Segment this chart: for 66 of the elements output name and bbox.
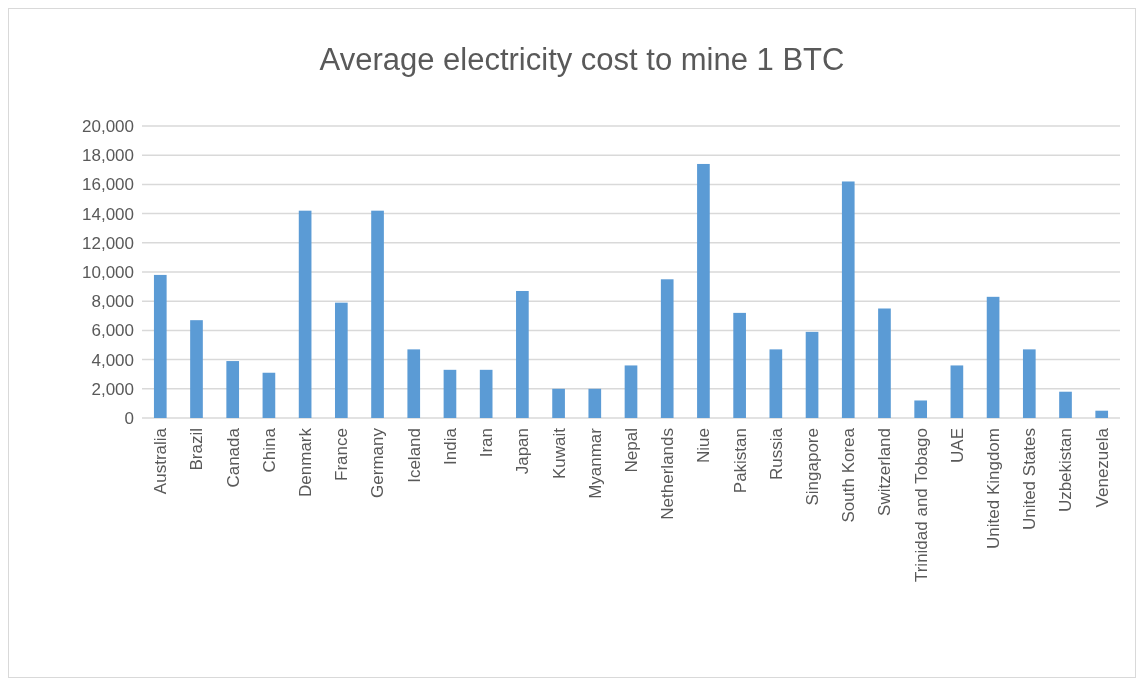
x-tick-label: Singapore	[802, 428, 822, 506]
y-tick-label: 0	[124, 408, 134, 428]
bar	[660, 279, 674, 418]
y-tick-label: 8,000	[91, 292, 134, 312]
bar	[624, 365, 638, 418]
x-tick-label: Canada	[223, 427, 243, 488]
bar	[769, 349, 783, 418]
x-tick-label: Myanmar	[585, 427, 605, 499]
y-tick-label: 12,000	[82, 233, 134, 253]
bar	[950, 365, 964, 418]
bar	[805, 331, 819, 418]
y-tick-label: 16,000	[82, 175, 134, 195]
x-tick-label: Germany	[368, 427, 388, 498]
y-tick-label: 18,000	[82, 146, 134, 166]
bar	[407, 349, 421, 418]
x-tick-label: UAE	[947, 428, 967, 463]
y-tick-label: 20,000	[82, 116, 134, 136]
x-tick-label: United States	[1020, 428, 1040, 531]
x-tick-label: South Korea	[839, 427, 859, 523]
x-tick-label: Venezuela	[1092, 427, 1112, 508]
x-tick-label: Denmark	[296, 427, 316, 497]
x-tick-label: France	[332, 428, 352, 481]
bar	[986, 296, 1000, 418]
y-tick-label: 4,000	[91, 350, 134, 370]
bar	[516, 290, 529, 418]
bar	[262, 372, 276, 418]
bar	[443, 369, 457, 418]
x-tick-label: Pakistan	[730, 428, 750, 494]
bar	[878, 308, 891, 418]
chart-title: Average electricity cost to mine 1 BTC	[319, 42, 845, 77]
x-tick-label: Switzerland	[875, 428, 895, 516]
bar	[298, 210, 312, 418]
x-tick-label: India	[440, 427, 460, 465]
x-tick-label: Iran	[477, 428, 497, 458]
y-tick-label: 6,000	[91, 321, 134, 341]
x-tick-label: Netherlands	[658, 428, 678, 520]
bar	[588, 388, 602, 418]
x-tick-label: Russia	[766, 427, 786, 480]
y-tick-label: 10,000	[82, 262, 134, 282]
bar	[1022, 349, 1036, 418]
x-tick-label: Kuwait	[549, 427, 569, 480]
x-tick-label: Brazil	[187, 428, 207, 471]
bar	[841, 181, 855, 418]
bar	[914, 400, 928, 418]
x-tick-label: China	[259, 427, 279, 473]
y-tick-label: 14,000	[82, 204, 134, 224]
x-tick-label: Japan	[513, 428, 533, 475]
bar	[1059, 391, 1072, 418]
bar	[371, 210, 384, 418]
x-tick-label: Nepal	[621, 428, 641, 473]
x-tick-label: Iceland	[404, 428, 424, 483]
x-tick-label: Trinidad and Tobago	[911, 428, 931, 583]
y-tick-label: 2,000	[91, 379, 134, 399]
bar	[1095, 410, 1109, 418]
bar	[479, 369, 493, 418]
bar	[697, 163, 710, 418]
x-tick-label: Uzbekistan	[1056, 428, 1076, 513]
bar	[190, 320, 203, 418]
x-tick-label: Australia	[151, 427, 171, 495]
bar	[733, 312, 746, 418]
x-tick-label: Niue	[694, 428, 714, 463]
bar	[552, 388, 565, 418]
bar	[153, 274, 167, 418]
x-tick-label: United Kingdom	[984, 428, 1004, 549]
bar	[334, 302, 348, 418]
bar	[226, 361, 240, 418]
